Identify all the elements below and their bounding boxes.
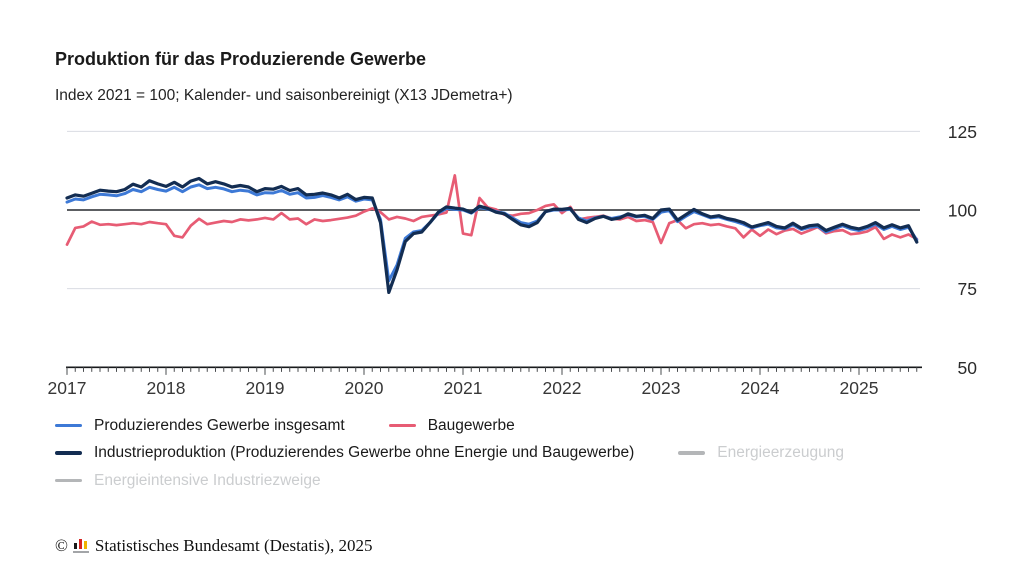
- legend-label: Energieintensive Industriezweige: [94, 471, 321, 489]
- y-tick-label: 125: [948, 122, 977, 142]
- legend-line-swatch-gray: [678, 451, 706, 455]
- copyright-symbol: ©: [55, 536, 68, 555]
- legend-line-swatch-pink: [388, 423, 416, 428]
- source-text: Statistisches Bundesamt (Destatis), 2025: [94, 536, 373, 555]
- legend-label: Industrieproduktion (Produzierendes Gewe…: [94, 444, 635, 461]
- x-tick-label: 2022: [543, 378, 582, 398]
- legend-label: Produzierendes Gewerbe insgesamt: [94, 416, 345, 434]
- x-tick-label: 2023: [642, 378, 681, 398]
- x-tick-label: 2017: [48, 378, 87, 398]
- legend-label: Baugewerbe: [427, 416, 515, 434]
- chart-legend: Produzierendes Gewerbe insgesamt Baugewe…: [55, 416, 929, 490]
- legend-item-energieerzeugung[interactable]: Energieerzeugung: [678, 444, 844, 463]
- x-tick-label: 2021: [444, 378, 483, 398]
- legend-item-industrieproduktion[interactable]: Industrieproduktion (Produzierendes Gewe…: [55, 444, 634, 463]
- x-tick-label: 2025: [840, 378, 879, 398]
- legend-item-produzierendes-gewerbe-insgesamt[interactable]: Produzierendes Gewerbe insgesamt: [55, 416, 345, 435]
- y-tick-label: 50: [958, 358, 978, 378]
- x-tick-label: 2019: [246, 378, 285, 398]
- series-line-2: [65, 176, 919, 294]
- x-tick-label: 2024: [741, 378, 780, 398]
- legend-line-swatch-blue: [55, 423, 82, 428]
- x-tick-label: 2018: [147, 378, 186, 398]
- source-attribution: © Statistisches Bundesamt (Destatis), 20…: [55, 536, 373, 556]
- legend-item-baugewerbe[interactable]: Baugewerbe: [388, 416, 515, 435]
- destatis-bars-icon: [72, 539, 90, 553]
- legend-line-swatch-gray: [55, 478, 82, 483]
- y-tick-label: 100: [948, 201, 977, 221]
- chart-subtitle: Index 2021 = 100; Kalender- und saisonbe…: [55, 87, 513, 104]
- y-tick-label: 75: [958, 279, 977, 299]
- legend-item-energieintensive-industriezweige[interactable]: Energieintensive Industriezweige: [55, 471, 321, 490]
- series-line-0: [65, 183, 919, 283]
- series-line-1: [65, 174, 919, 246]
- x-tick-label: 2020: [345, 378, 384, 398]
- chart-title: Produktion für das Produzierende Gewerbe: [55, 49, 427, 69]
- legend-line-swatch-navy: [55, 451, 82, 455]
- legend-label: Energieerzeugung: [717, 444, 844, 461]
